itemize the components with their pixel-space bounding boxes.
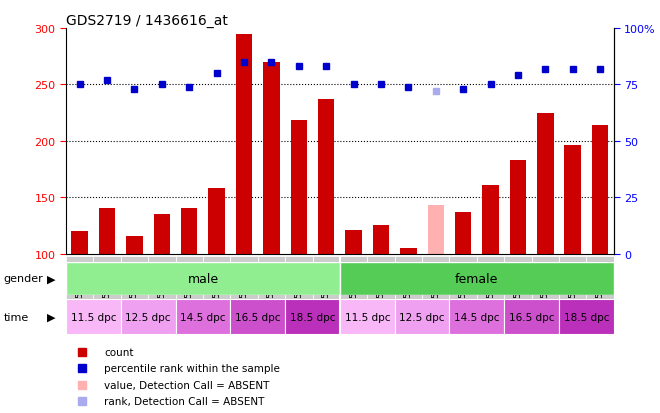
Text: gender: gender <box>3 274 43 284</box>
Bar <box>477 256 504 335</box>
Bar <box>154 215 170 254</box>
Text: 14.5 dpc: 14.5 dpc <box>454 312 500 322</box>
Text: 16.5 dpc: 16.5 dpc <box>509 312 554 322</box>
Bar <box>510 161 526 254</box>
Text: female: female <box>455 272 498 285</box>
Bar <box>121 299 176 335</box>
Bar <box>395 299 449 335</box>
Bar <box>400 248 416 254</box>
Bar <box>340 256 367 335</box>
Bar <box>455 212 471 254</box>
Text: rank, Detection Call = ABSENT: rank, Detection Call = ABSENT <box>104 396 265 406</box>
Text: 16.5 dpc: 16.5 dpc <box>235 312 280 322</box>
Text: GSM158625: GSM158625 <box>513 269 523 322</box>
Text: 12.5 dpc: 12.5 dpc <box>125 312 171 322</box>
Bar <box>587 256 614 335</box>
Text: 14.5 dpc: 14.5 dpc <box>180 312 226 322</box>
Text: male: male <box>187 272 218 285</box>
Text: 18.5 dpc: 18.5 dpc <box>290 312 335 322</box>
Bar <box>290 121 307 254</box>
Text: GSM158596: GSM158596 <box>75 269 84 322</box>
Text: GSM158622: GSM158622 <box>459 269 468 322</box>
Bar <box>176 299 230 335</box>
Bar <box>504 256 532 335</box>
Bar <box>449 256 477 335</box>
Bar <box>126 236 143 254</box>
Bar <box>422 256 449 335</box>
Text: GSM158618: GSM158618 <box>376 269 385 322</box>
Bar <box>285 256 313 335</box>
Bar <box>285 299 340 335</box>
Bar <box>532 256 559 335</box>
Bar <box>367 256 395 335</box>
Text: GSM158604: GSM158604 <box>157 269 166 322</box>
Bar <box>257 256 285 335</box>
Text: value, Detection Call = ABSENT: value, Detection Call = ABSENT <box>104 380 270 390</box>
Bar <box>345 230 362 254</box>
Text: GSM158607: GSM158607 <box>212 269 221 322</box>
Bar <box>340 262 614 295</box>
Text: GDS2719 / 1436616_at: GDS2719 / 1436616_at <box>66 14 228 28</box>
Bar <box>66 299 121 335</box>
Text: 18.5 dpc: 18.5 dpc <box>564 312 609 322</box>
Bar <box>373 226 389 254</box>
Bar <box>230 256 257 335</box>
Bar <box>148 256 176 335</box>
Bar <box>313 256 340 335</box>
Bar <box>121 256 148 335</box>
Text: 11.5 dpc: 11.5 dpc <box>71 312 116 322</box>
Bar <box>263 63 280 254</box>
Bar <box>395 256 422 335</box>
Text: GSM158602: GSM158602 <box>130 269 139 322</box>
Bar <box>449 299 504 335</box>
Bar <box>203 256 230 335</box>
Bar <box>209 189 225 254</box>
Text: GSM158609: GSM158609 <box>267 269 276 322</box>
Text: ▶: ▶ <box>48 274 55 284</box>
Bar <box>71 231 88 254</box>
Text: 12.5 dpc: 12.5 dpc <box>399 312 445 322</box>
Bar <box>564 146 581 254</box>
Bar <box>559 256 587 335</box>
Text: GSM158611: GSM158611 <box>321 269 331 322</box>
Bar <box>236 35 252 254</box>
Bar <box>230 299 285 335</box>
Text: ▶: ▶ <box>48 312 55 322</box>
Text: count: count <box>104 347 134 357</box>
Text: GSM158616: GSM158616 <box>349 269 358 322</box>
Bar <box>66 262 340 295</box>
Text: GSM158606: GSM158606 <box>185 269 194 322</box>
Text: GSM158599: GSM158599 <box>102 269 112 321</box>
Text: GSM158630: GSM158630 <box>595 269 605 322</box>
Text: GSM158610: GSM158610 <box>294 269 304 322</box>
Bar <box>537 113 554 254</box>
Bar <box>482 185 499 254</box>
Bar <box>559 299 614 335</box>
Bar <box>340 299 395 335</box>
Bar <box>504 299 559 335</box>
Bar <box>99 209 116 254</box>
Text: GSM158628: GSM158628 <box>568 269 578 322</box>
Bar <box>66 256 94 335</box>
Text: GSM158620: GSM158620 <box>404 269 413 322</box>
Bar <box>318 100 335 254</box>
Text: GSM158626: GSM158626 <box>541 269 550 322</box>
Text: 11.5 dpc: 11.5 dpc <box>345 312 390 322</box>
Text: percentile rank within the sample: percentile rank within the sample <box>104 363 280 373</box>
Bar <box>94 256 121 335</box>
Text: GSM158624: GSM158624 <box>486 269 495 322</box>
Text: time: time <box>3 312 28 322</box>
Bar <box>428 206 444 254</box>
Bar <box>176 256 203 335</box>
Bar <box>592 126 609 254</box>
Bar <box>181 209 197 254</box>
Text: GSM158608: GSM158608 <box>240 269 249 322</box>
Text: GSM158621: GSM158621 <box>431 269 440 322</box>
